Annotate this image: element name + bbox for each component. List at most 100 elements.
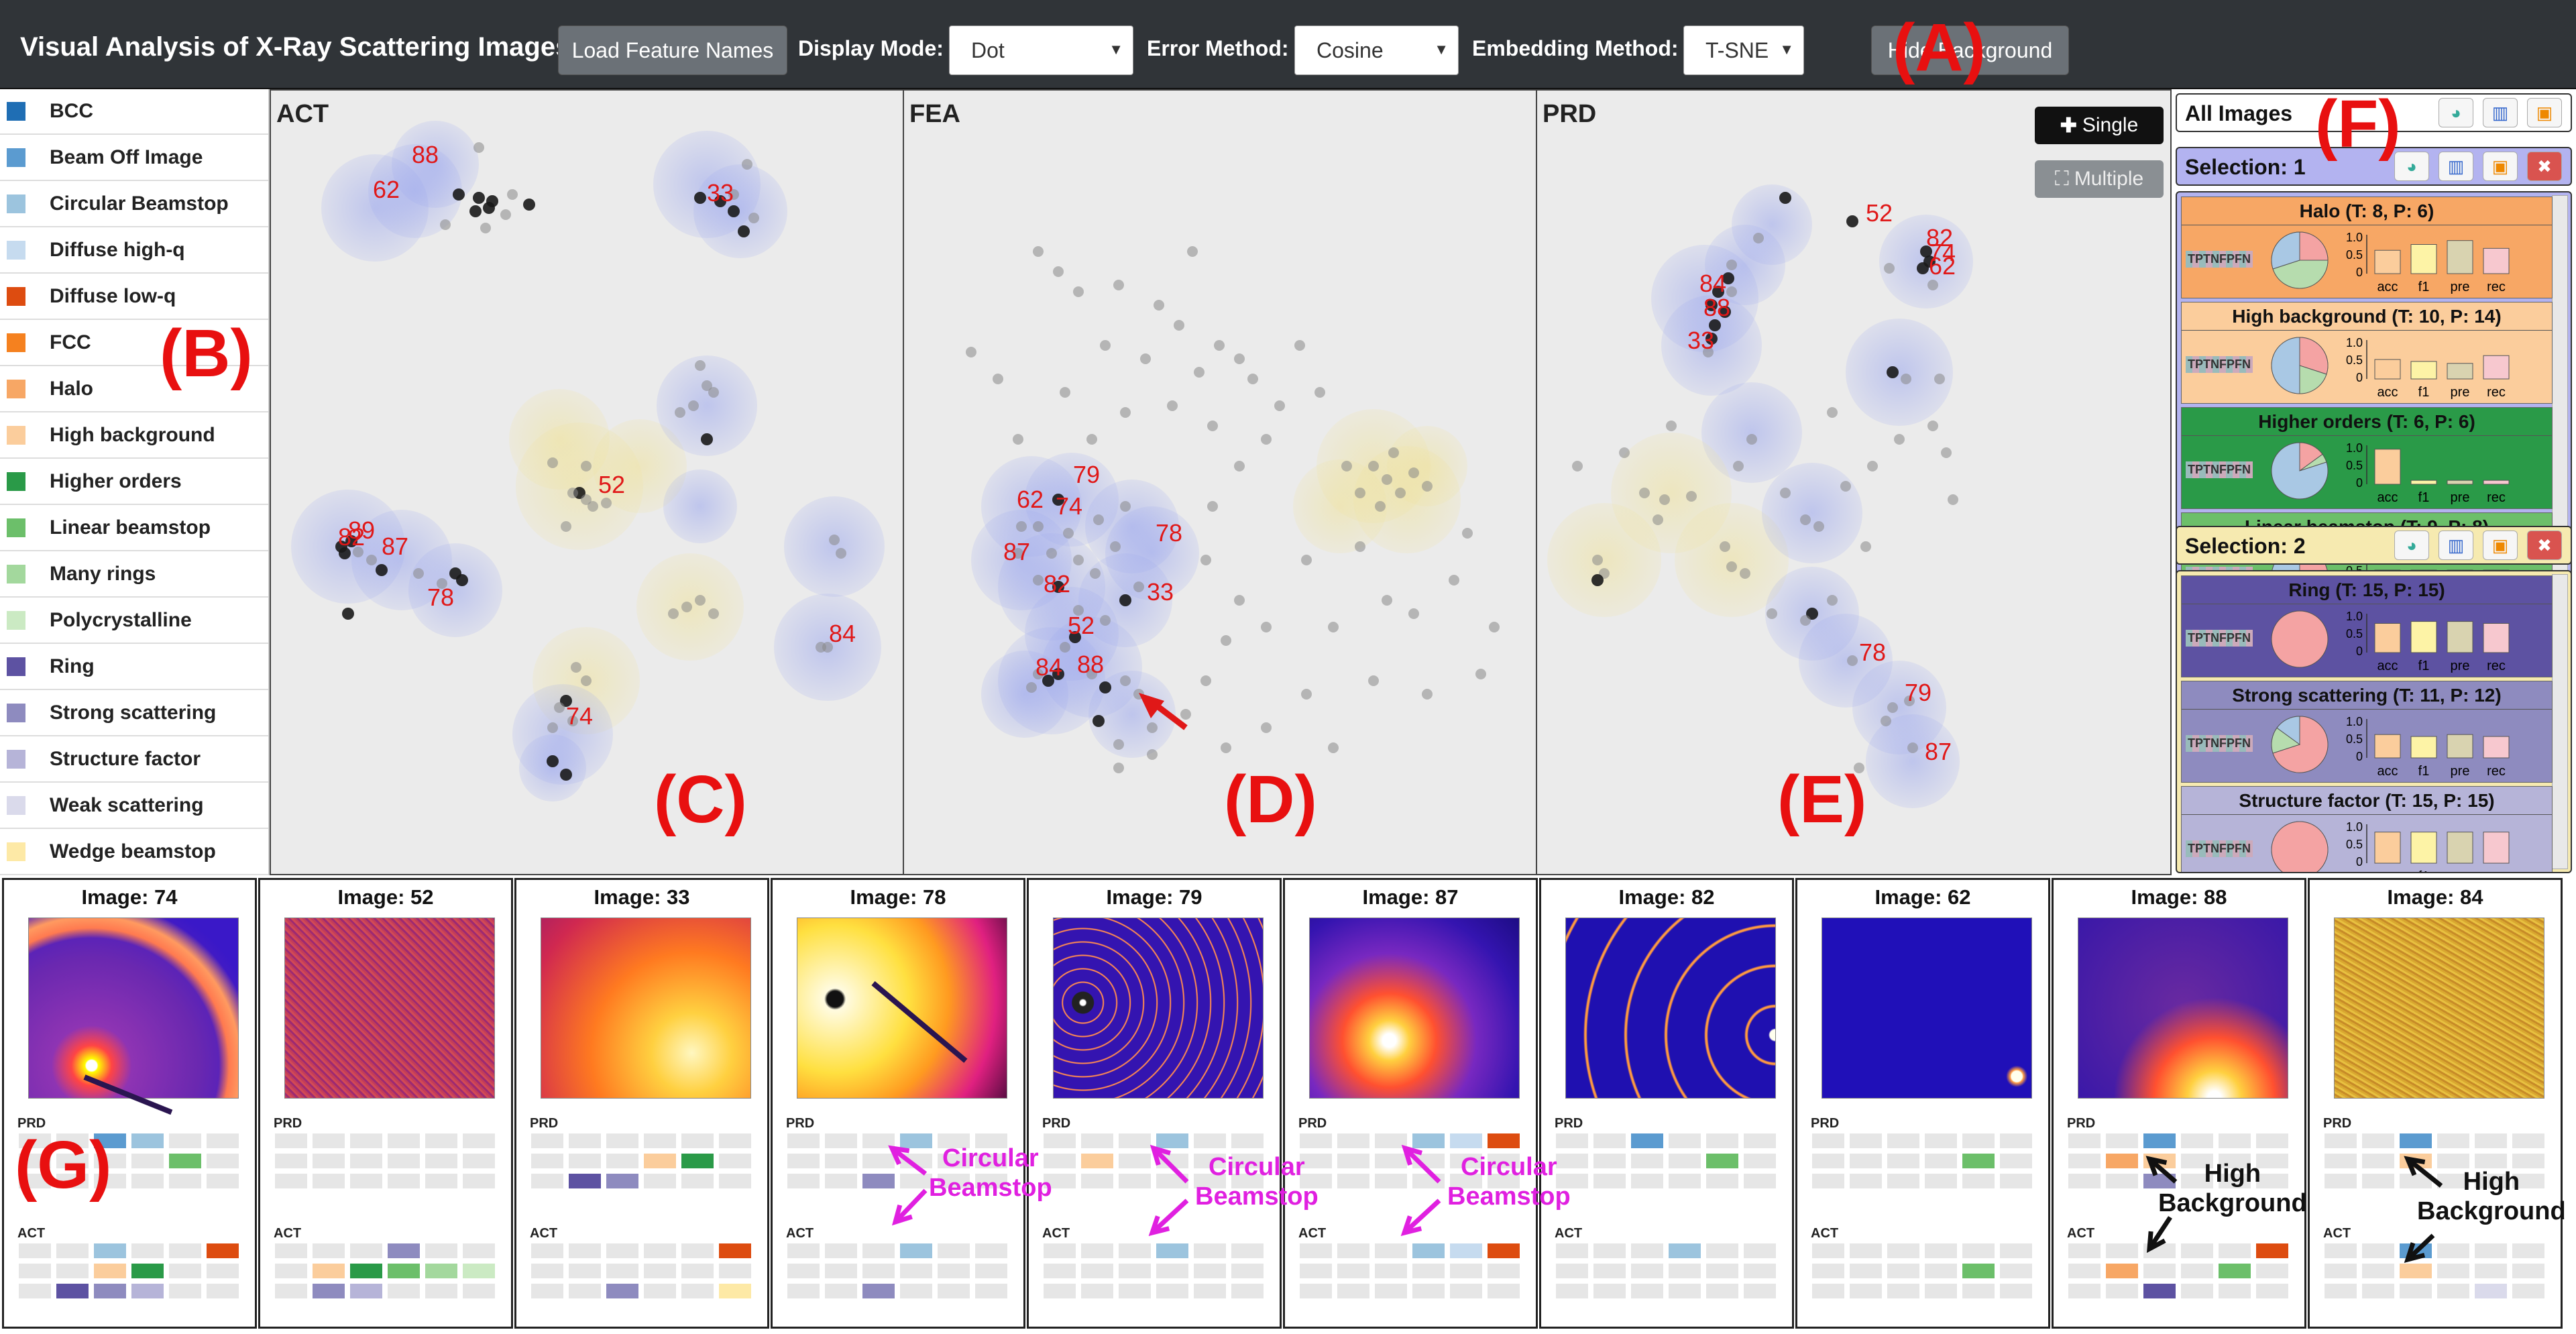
data-point[interactable] bbox=[1294, 340, 1305, 351]
data-point[interactable] bbox=[547, 755, 559, 767]
data-point[interactable] bbox=[1147, 749, 1158, 760]
data-point[interactable] bbox=[1917, 262, 1929, 274]
data-point[interactable] bbox=[1840, 481, 1851, 492]
data-point[interactable] bbox=[1746, 434, 1757, 445]
data-point[interactable] bbox=[1767, 608, 1777, 619]
data-point[interactable] bbox=[1100, 615, 1111, 626]
bar-chart-icon[interactable]: ▥ bbox=[2439, 531, 2473, 560]
scattering-image-thumbnail[interactable] bbox=[541, 918, 751, 1099]
data-point[interactable] bbox=[1422, 689, 1433, 700]
image-card[interactable]: Image: 74 PRD ACT bbox=[2, 878, 257, 1329]
metric-bar[interactable] bbox=[2483, 736, 2510, 759]
data-point[interactable] bbox=[1884, 263, 1895, 274]
data-point[interactable] bbox=[1052, 668, 1064, 680]
data-point[interactable] bbox=[1422, 481, 1433, 492]
data-point[interactable] bbox=[1800, 514, 1811, 525]
data-point[interactable] bbox=[829, 535, 840, 545]
data-point[interactable] bbox=[1659, 494, 1670, 505]
data-point[interactable] bbox=[1180, 709, 1191, 720]
data-point[interactable] bbox=[1920, 245, 1932, 258]
metric-bar[interactable] bbox=[2374, 359, 2401, 380]
legend-item[interactable]: Diffuse high-q bbox=[0, 228, 268, 274]
data-point[interactable] bbox=[1894, 434, 1905, 445]
data-point[interactable] bbox=[1709, 319, 1721, 331]
metric-bar[interactable] bbox=[2447, 363, 2473, 380]
data-point[interactable] bbox=[1733, 461, 1744, 471]
data-point[interactable] bbox=[1753, 233, 1764, 243]
data-point[interactable] bbox=[1907, 742, 1918, 753]
pie-chart-icon[interactable]: ◕ bbox=[2439, 98, 2473, 127]
class-summary-card[interactable]: Structure factor (T: 15, P: 15) TPTNFPFN 1… bbox=[2181, 786, 2553, 872]
data-point[interactable] bbox=[1712, 286, 1724, 298]
image-icon[interactable]: ▣ bbox=[2483, 152, 2518, 181]
bar-chart-icon[interactable]: ▥ bbox=[2483, 98, 2518, 127]
class-summary-card[interactable]: Halo (T: 8, P: 6) TPTNFPFN 1.0 0.5 0 acc f1 pre… bbox=[2181, 197, 2553, 298]
legend-item[interactable]: Many rings bbox=[0, 552, 268, 598]
legend-item[interactable]: Ring bbox=[0, 645, 268, 690]
data-point[interactable] bbox=[1719, 306, 1731, 318]
selection-2-scrollbar[interactable] bbox=[2552, 574, 2568, 869]
data-point[interactable] bbox=[480, 223, 491, 233]
data-point[interactable] bbox=[1705, 333, 1718, 345]
data-point[interactable] bbox=[1086, 434, 1097, 445]
selection-2-header[interactable]: Selection: 2 ◕ ▥ ▣ ✖ bbox=[2176, 526, 2572, 565]
embedding-method-select[interactable]: T-SNE ▼ bbox=[1683, 25, 1804, 75]
data-point[interactable] bbox=[694, 192, 706, 204]
load-feature-names-button[interactable]: Load Feature Names bbox=[558, 25, 787, 75]
data-point[interactable] bbox=[1860, 541, 1871, 552]
class-summary-card[interactable]: Higher orders (T: 6, P: 6) TPTNFPFN 1.0 0.5… bbox=[2181, 407, 2553, 509]
data-point[interactable] bbox=[1867, 461, 1878, 471]
data-point[interactable] bbox=[1214, 340, 1225, 351]
legend-item[interactable]: Structure factor bbox=[0, 737, 268, 783]
data-point[interactable] bbox=[1221, 742, 1231, 753]
data-point[interactable] bbox=[437, 578, 447, 589]
scattering-image-thumbnail[interactable] bbox=[28, 918, 239, 1099]
trash-icon[interactable]: ✖ bbox=[2527, 531, 2562, 560]
data-point[interactable] bbox=[1207, 501, 1218, 512]
single-mode-button[interactable]: ✚ Single bbox=[2035, 107, 2164, 144]
data-point[interactable] bbox=[1060, 387, 1070, 398]
data-point[interactable] bbox=[1854, 763, 1864, 773]
data-point[interactable] bbox=[1274, 400, 1285, 411]
data-point[interactable] bbox=[1154, 300, 1164, 311]
scattering-image-thumbnail[interactable] bbox=[2334, 918, 2544, 1099]
data-point[interactable] bbox=[1726, 286, 1737, 297]
image-card[interactable]: Image: 82 PRD ACT bbox=[1539, 878, 1794, 1329]
data-point[interactable] bbox=[675, 407, 685, 418]
data-point[interactable] bbox=[1572, 461, 1583, 471]
data-point[interactable] bbox=[342, 608, 354, 620]
data-point[interactable] bbox=[1053, 266, 1064, 277]
data-point[interactable] bbox=[1355, 488, 1365, 498]
data-point[interactable] bbox=[1016, 521, 1027, 532]
data-point[interactable] bbox=[581, 461, 592, 471]
data-point[interactable] bbox=[353, 547, 363, 557]
data-point[interactable] bbox=[1355, 541, 1365, 552]
data-point[interactable] bbox=[366, 555, 377, 565]
fea-embedding-panel[interactable]: FEA 79 62 74 78 87 82 33 52 84 88 bbox=[903, 89, 1537, 875]
data-point[interactable] bbox=[1167, 400, 1178, 411]
data-point[interactable] bbox=[993, 374, 1003, 384]
pie-chart-icon[interactable]: ◕ bbox=[2394, 531, 2429, 560]
data-point[interactable] bbox=[507, 189, 518, 200]
image-card[interactable]: Image: 33 PRD ACT bbox=[514, 878, 769, 1329]
data-point[interactable] bbox=[1301, 555, 1312, 565]
data-point[interactable] bbox=[1026, 682, 1037, 693]
data-point[interactable] bbox=[1705, 299, 1718, 311]
data-point[interactable] bbox=[1187, 246, 1198, 257]
image-card[interactable]: Image: 52 PRD ACT bbox=[258, 878, 513, 1329]
data-point[interactable] bbox=[1686, 491, 1697, 502]
data-point[interactable] bbox=[554, 702, 565, 713]
data-point[interactable] bbox=[1726, 260, 1737, 270]
data-point[interactable] bbox=[1073, 605, 1084, 616]
legend-item[interactable]: Diffuse low-q bbox=[0, 274, 268, 320]
metric-bar[interactable] bbox=[2483, 623, 2510, 653]
data-point[interactable] bbox=[1140, 353, 1151, 364]
data-point[interactable] bbox=[681, 602, 692, 612]
data-point[interactable] bbox=[1740, 568, 1750, 579]
data-point[interactable] bbox=[587, 501, 598, 512]
data-point[interactable] bbox=[345, 535, 357, 547]
class-summary-card[interactable]: High background (T: 10, P: 14) TPTNFPFN 1.… bbox=[2181, 302, 2553, 404]
legend-item[interactable]: Wedge beamstop bbox=[0, 830, 268, 875]
